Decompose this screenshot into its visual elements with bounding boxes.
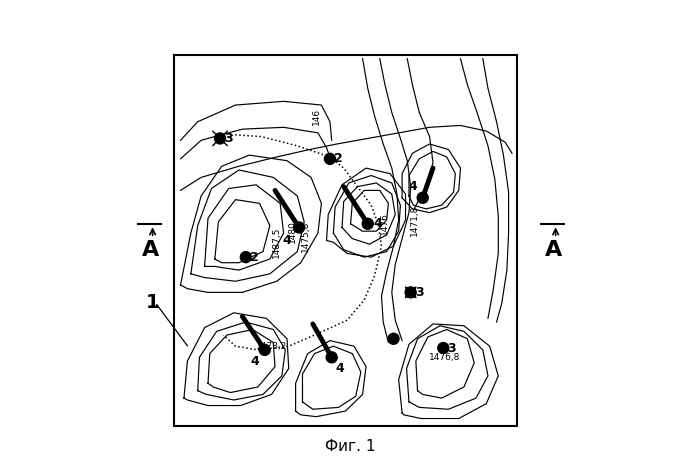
Circle shape — [363, 218, 373, 229]
Text: 4: 4 — [336, 362, 344, 375]
Text: Фиг. 1: Фиг. 1 — [325, 439, 375, 454]
Circle shape — [259, 344, 270, 355]
Circle shape — [405, 287, 416, 298]
Text: 4: 4 — [374, 217, 382, 230]
Text: 1: 1 — [146, 293, 159, 312]
Circle shape — [214, 133, 225, 144]
Circle shape — [293, 222, 304, 233]
Circle shape — [388, 333, 399, 344]
Text: 2: 2 — [334, 153, 343, 165]
Circle shape — [325, 153, 335, 164]
Text: 4: 4 — [283, 234, 291, 247]
Text: 1476: 1476 — [380, 213, 389, 235]
Text: 1471,8: 1471,8 — [410, 204, 419, 236]
Text: 146: 146 — [312, 108, 321, 125]
Text: A: A — [142, 240, 160, 260]
Text: A: A — [545, 240, 562, 260]
Text: 1487,5: 1487,5 — [272, 227, 281, 258]
Circle shape — [240, 251, 251, 262]
Text: 1478,2: 1478,2 — [256, 342, 287, 351]
Text: 2: 2 — [250, 251, 259, 264]
Text: 4: 4 — [250, 354, 259, 367]
Text: 1475,8: 1475,8 — [302, 221, 310, 252]
Text: 3: 3 — [415, 286, 424, 299]
Circle shape — [326, 352, 337, 363]
Text: 3: 3 — [224, 132, 233, 145]
Text: 1476,8: 1476,8 — [429, 353, 461, 362]
Circle shape — [417, 192, 428, 203]
Text: 1480: 1480 — [288, 220, 297, 243]
Text: 3: 3 — [447, 342, 456, 354]
Circle shape — [438, 343, 449, 354]
Text: 4: 4 — [408, 180, 416, 193]
FancyBboxPatch shape — [174, 55, 517, 426]
